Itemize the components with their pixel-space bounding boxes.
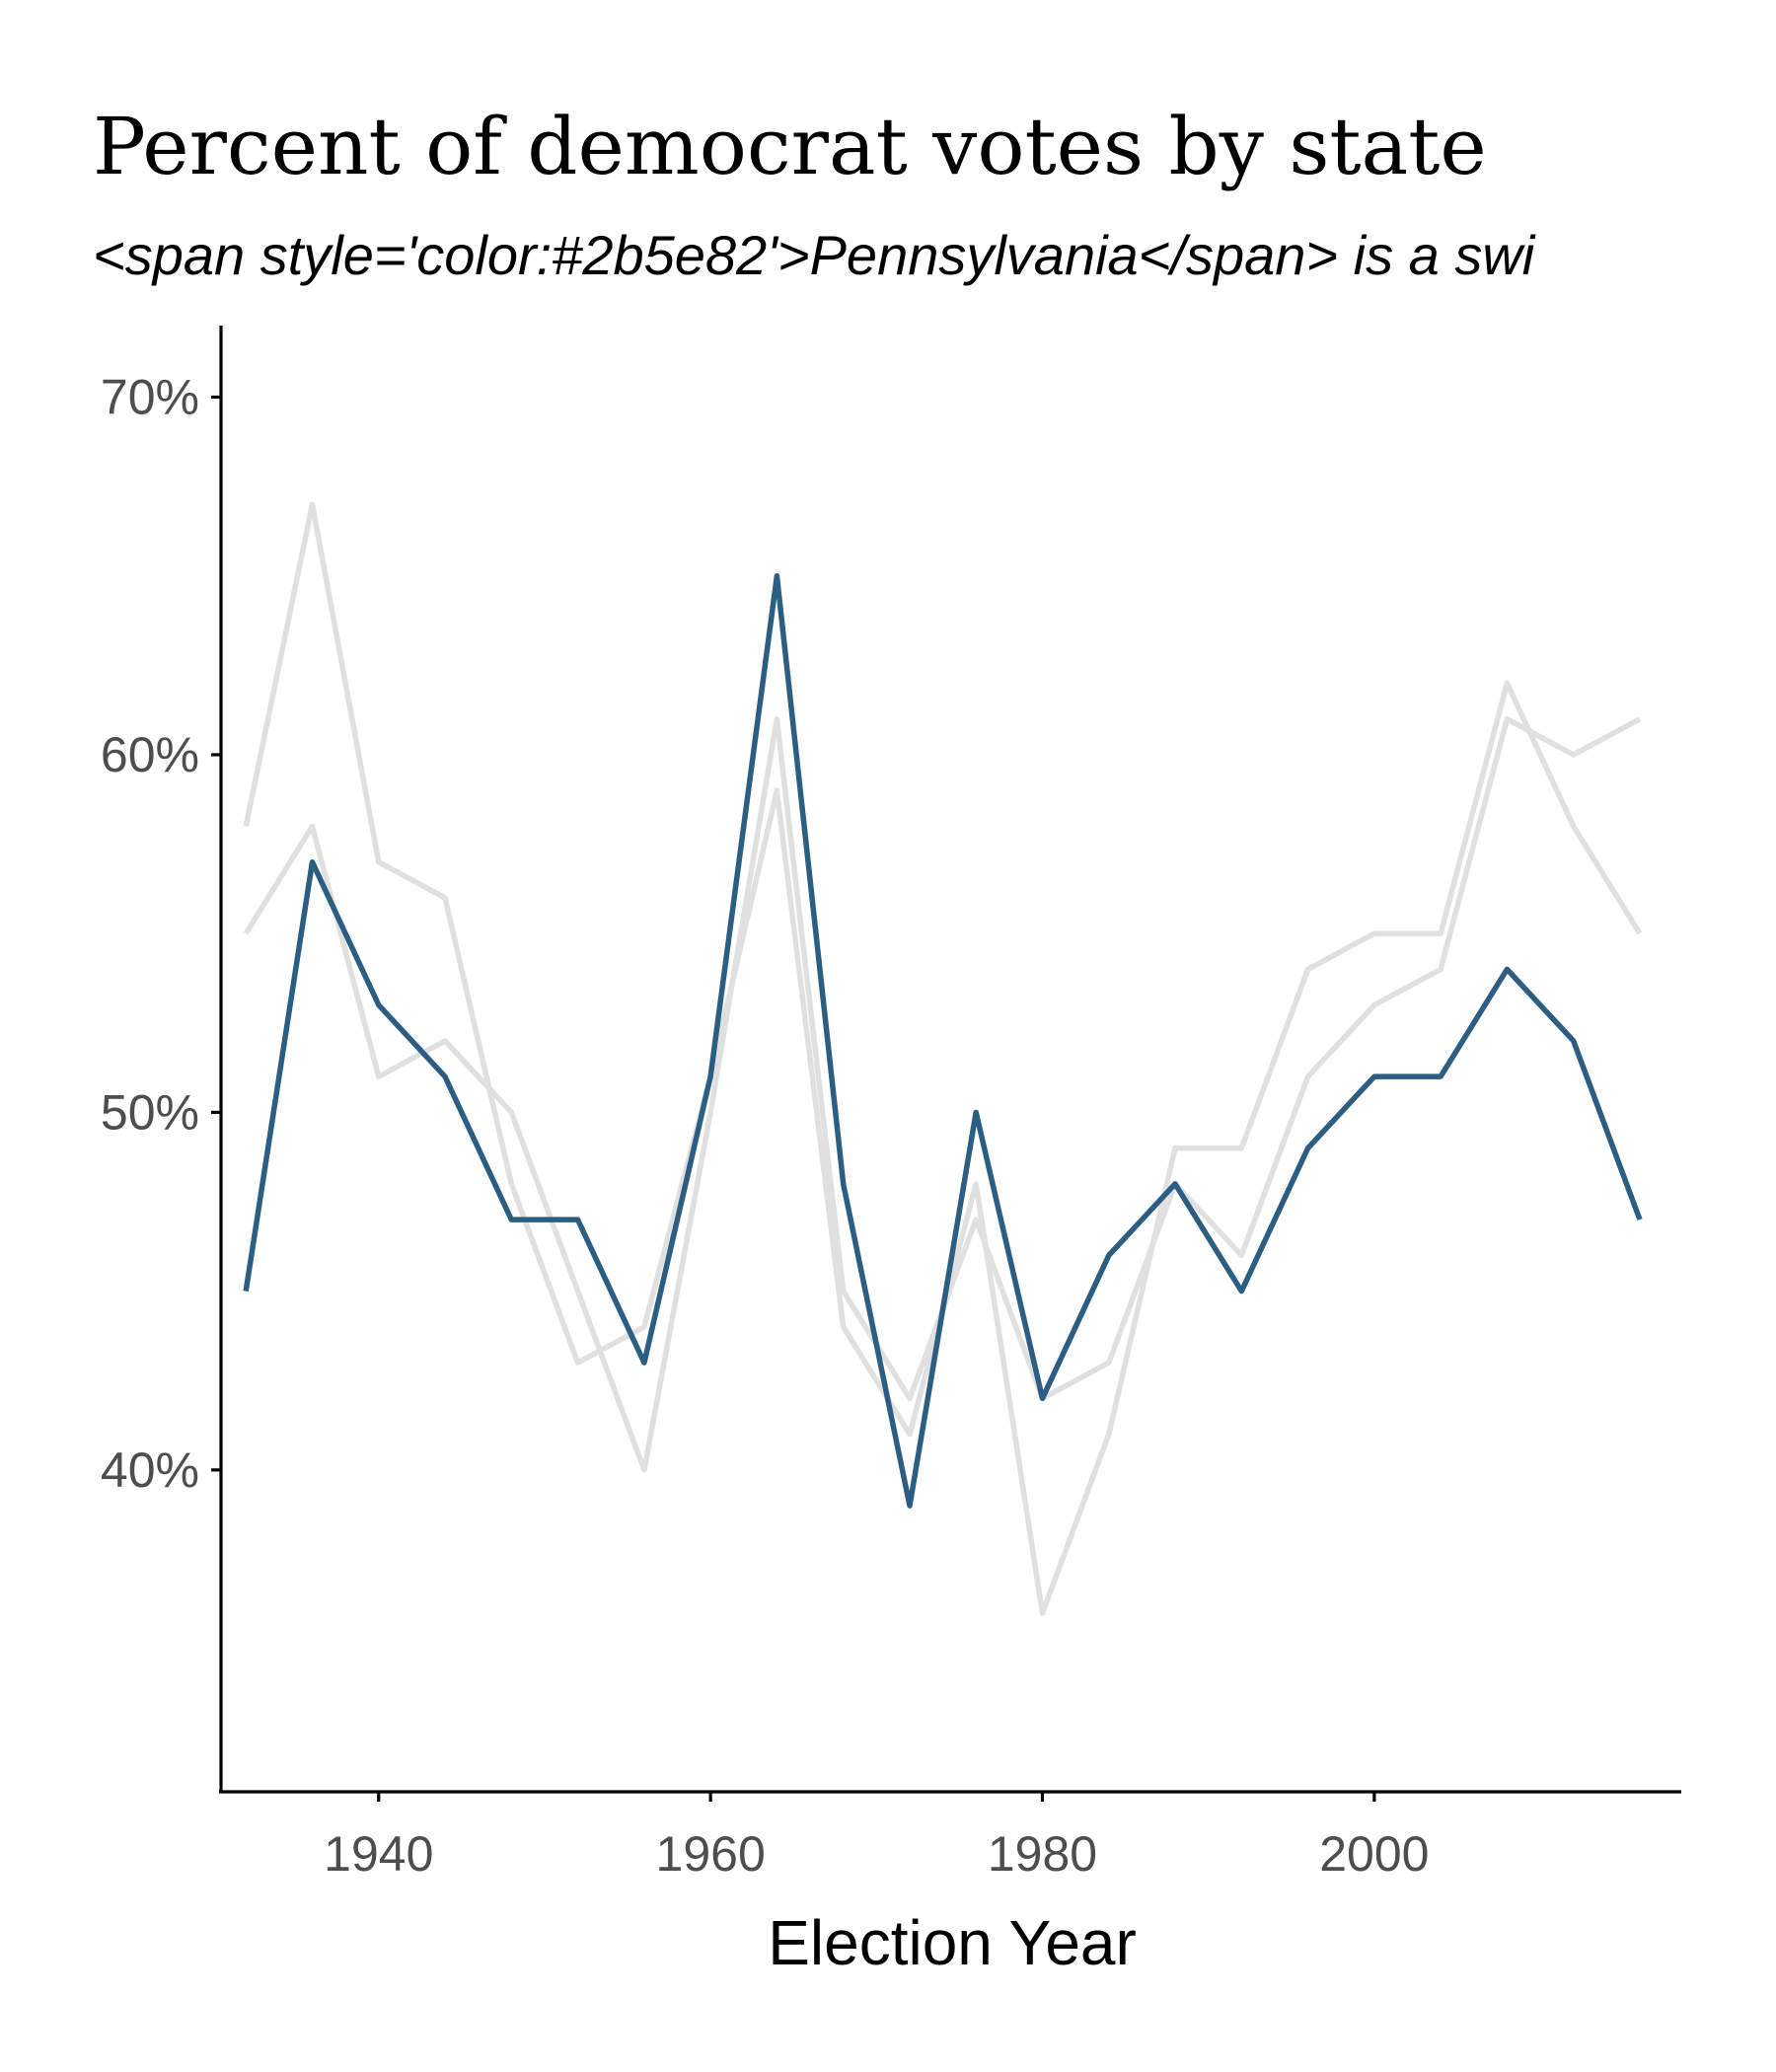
x-tick-label: 1960 xyxy=(656,1826,766,1882)
y-tick-label: 50% xyxy=(101,1084,199,1140)
chart-title: Percent of democrat votes by state xyxy=(93,101,1487,192)
x-axis-title: Election Year xyxy=(768,1907,1137,1978)
x-tick-label: 2000 xyxy=(1319,1826,1429,1882)
highlight-series-line xyxy=(243,572,1643,1509)
x-tick-label: 1980 xyxy=(988,1826,1097,1882)
context-series-line-1 xyxy=(243,501,1643,1616)
chart-subtitle: <span style='color:#2b5e82'>Pennsylvania… xyxy=(93,224,1536,286)
y-tick-label: 40% xyxy=(101,1443,199,1498)
x-tick-label: 1940 xyxy=(324,1826,433,1882)
plot-area xyxy=(243,501,1643,1616)
x-axis: 1940 1960 1980 2000 xyxy=(324,1792,1429,1882)
y-tick-label: 60% xyxy=(101,727,199,782)
y-tick-label: 70% xyxy=(101,369,199,424)
y-axis: 40% 50% 60% 70% xyxy=(101,369,221,1498)
